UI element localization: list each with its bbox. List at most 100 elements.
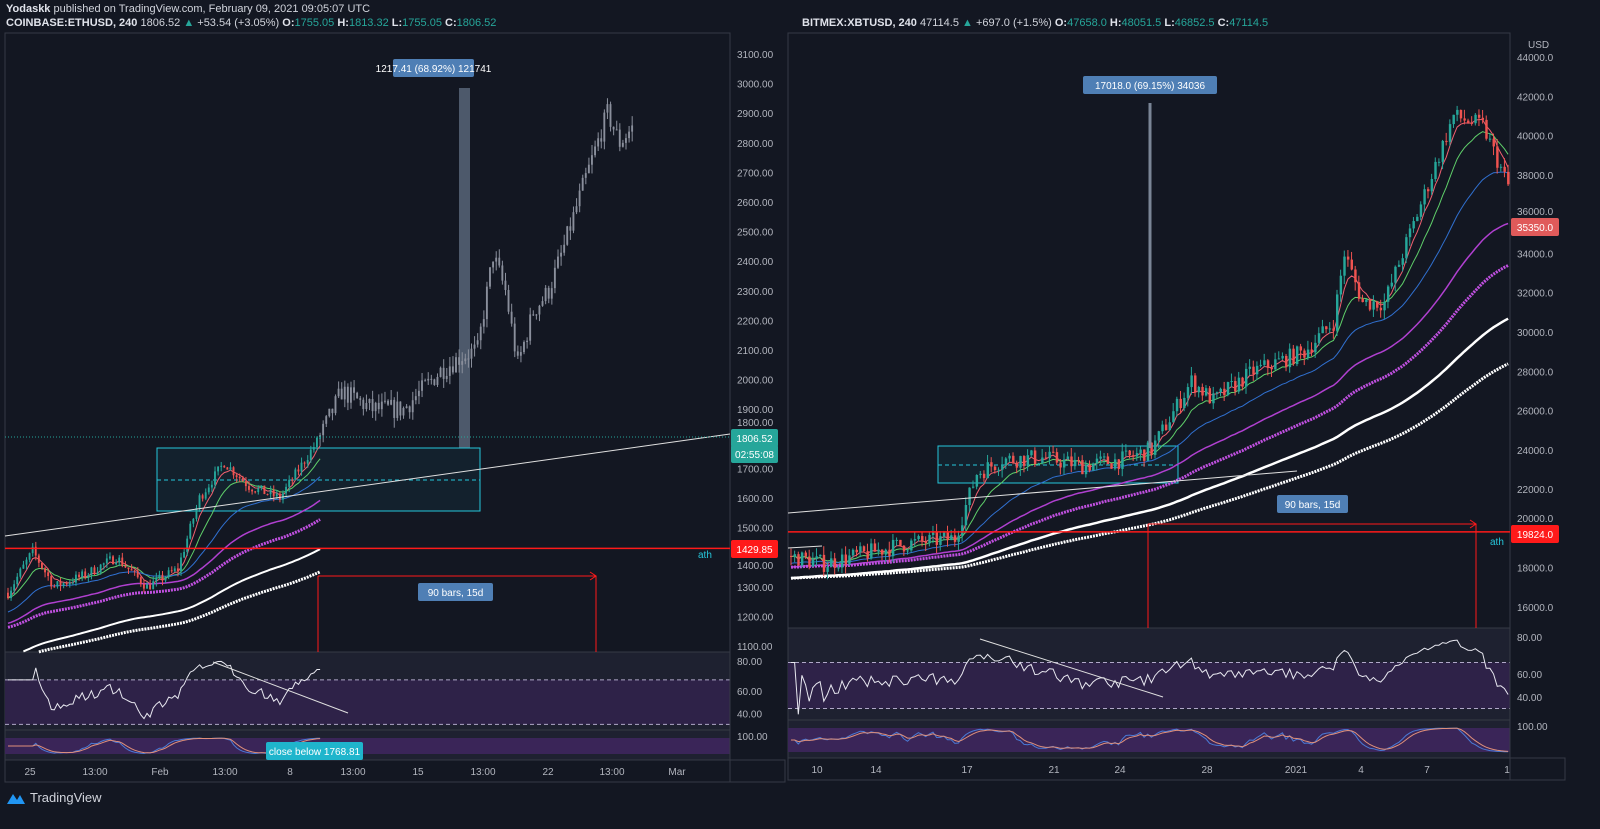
candle-body <box>1277 358 1281 360</box>
right-price-tick: 34000.0 <box>1517 249 1554 260</box>
right-symbol[interactable]: BITMEX:XBTUSD, 240 <box>802 17 917 29</box>
right-price-tick: 30000.0 <box>1517 328 1554 339</box>
candle-body <box>935 532 939 545</box>
right-price-tick: 32000.0 <box>1517 289 1554 300</box>
candle-body <box>921 536 924 542</box>
candle-body <box>1350 259 1353 270</box>
candle-body <box>844 554 848 565</box>
left-price-tick: 2700.00 <box>737 168 774 179</box>
candle-body <box>1463 118 1466 121</box>
candle-body <box>532 314 535 316</box>
right-time-tick: 4 <box>1358 765 1364 776</box>
right-marker-label-bg <box>1511 218 1559 236</box>
right-price-tick: 38000.0 <box>1517 171 1554 182</box>
moving-average-line <box>790 264 1509 569</box>
candle-body <box>183 551 186 558</box>
candle-body <box>473 344 476 349</box>
left-price-tick: 2000.00 <box>737 376 774 387</box>
moving-average-line <box>790 222 1509 568</box>
candle-body <box>618 129 621 147</box>
candle-body <box>529 314 532 341</box>
candle-body <box>840 554 844 568</box>
candle-body <box>538 305 541 315</box>
candle-body <box>535 314 538 316</box>
left-time-axis <box>4 759 786 783</box>
candle-body <box>1303 350 1306 358</box>
candle-body <box>229 467 232 470</box>
footer-brand[interactable]: TradingView <box>6 790 102 805</box>
left-time-tick: 13:00 <box>340 767 365 778</box>
left-price-tick: 1500.00 <box>737 524 774 535</box>
candle-body <box>445 375 448 379</box>
candle-body <box>108 556 111 559</box>
candle-body <box>263 485 266 495</box>
candle-body <box>1081 460 1084 475</box>
candle-body <box>1372 301 1375 310</box>
candle-body <box>1121 451 1124 469</box>
candle-body <box>1219 388 1222 393</box>
candle-body <box>28 553 31 560</box>
right-rsi-tick: 80.00 <box>1517 633 1542 644</box>
left-time-tick: Feb <box>151 767 169 778</box>
right-time-tick: 17 <box>961 765 973 776</box>
left-price-tick: 2600.00 <box>737 198 774 209</box>
right-price-tick: 20000.0 <box>1517 514 1554 525</box>
candle-body <box>519 352 522 356</box>
candle-body <box>359 398 362 400</box>
candle-body <box>226 467 229 470</box>
candle-body <box>1343 256 1346 276</box>
left-time-tick: 13:00 <box>599 767 624 778</box>
candle-body <box>1001 465 1004 470</box>
candle-body <box>993 466 997 471</box>
left-symbol[interactable]: COINBASE:ETHUSD, 240 <box>6 17 138 29</box>
right-last: 47114.5 <box>919 17 959 29</box>
candle-body <box>1314 342 1317 353</box>
candle-body <box>594 146 596 156</box>
candle-body <box>819 554 822 557</box>
candle-body <box>99 564 102 573</box>
candle-body <box>461 361 464 365</box>
candle-body <box>790 555 793 557</box>
candle-body <box>74 574 77 583</box>
right-close: 47114.5 <box>1229 17 1269 29</box>
candle-body <box>146 584 148 589</box>
publisher-name[interactable]: Yodaskk <box>6 3 51 15</box>
moving-average-line <box>7 458 321 599</box>
candle-body <box>968 487 971 505</box>
candle-body <box>851 549 855 556</box>
arrow-head-icon <box>589 571 597 581</box>
moving-average-line <box>7 499 321 625</box>
candle-body <box>1281 355 1284 359</box>
right-open: 47658.0 <box>1067 17 1107 29</box>
candle-body <box>612 126 615 130</box>
candle-body <box>90 567 93 575</box>
candle-body <box>513 323 516 352</box>
candle-body <box>198 495 201 508</box>
candle-body <box>1183 397 1186 409</box>
candle-body <box>1019 456 1022 468</box>
candle-body <box>1448 124 1452 142</box>
candle-body <box>1488 138 1492 140</box>
candle-body <box>71 582 74 584</box>
candle-body <box>405 406 408 408</box>
candle-body <box>797 554 800 566</box>
candle-body <box>498 257 501 266</box>
candle-body <box>1419 204 1423 217</box>
candle-body <box>433 379 436 385</box>
candle-body <box>1255 365 1259 375</box>
candle-body <box>895 539 898 541</box>
candle-body <box>1146 442 1150 461</box>
candle-body <box>1139 449 1142 454</box>
left-price-tick: 3100.00 <box>737 50 774 61</box>
candle-body <box>167 570 170 578</box>
candle-body <box>214 471 216 485</box>
candle-body <box>1248 366 1252 369</box>
candle-body <box>1274 359 1277 370</box>
candle-body <box>467 358 470 360</box>
candle-body <box>1070 456 1073 467</box>
candle-body <box>170 570 173 572</box>
candle-body <box>1128 450 1131 456</box>
candle-body <box>207 487 210 493</box>
candle-body <box>390 399 393 405</box>
